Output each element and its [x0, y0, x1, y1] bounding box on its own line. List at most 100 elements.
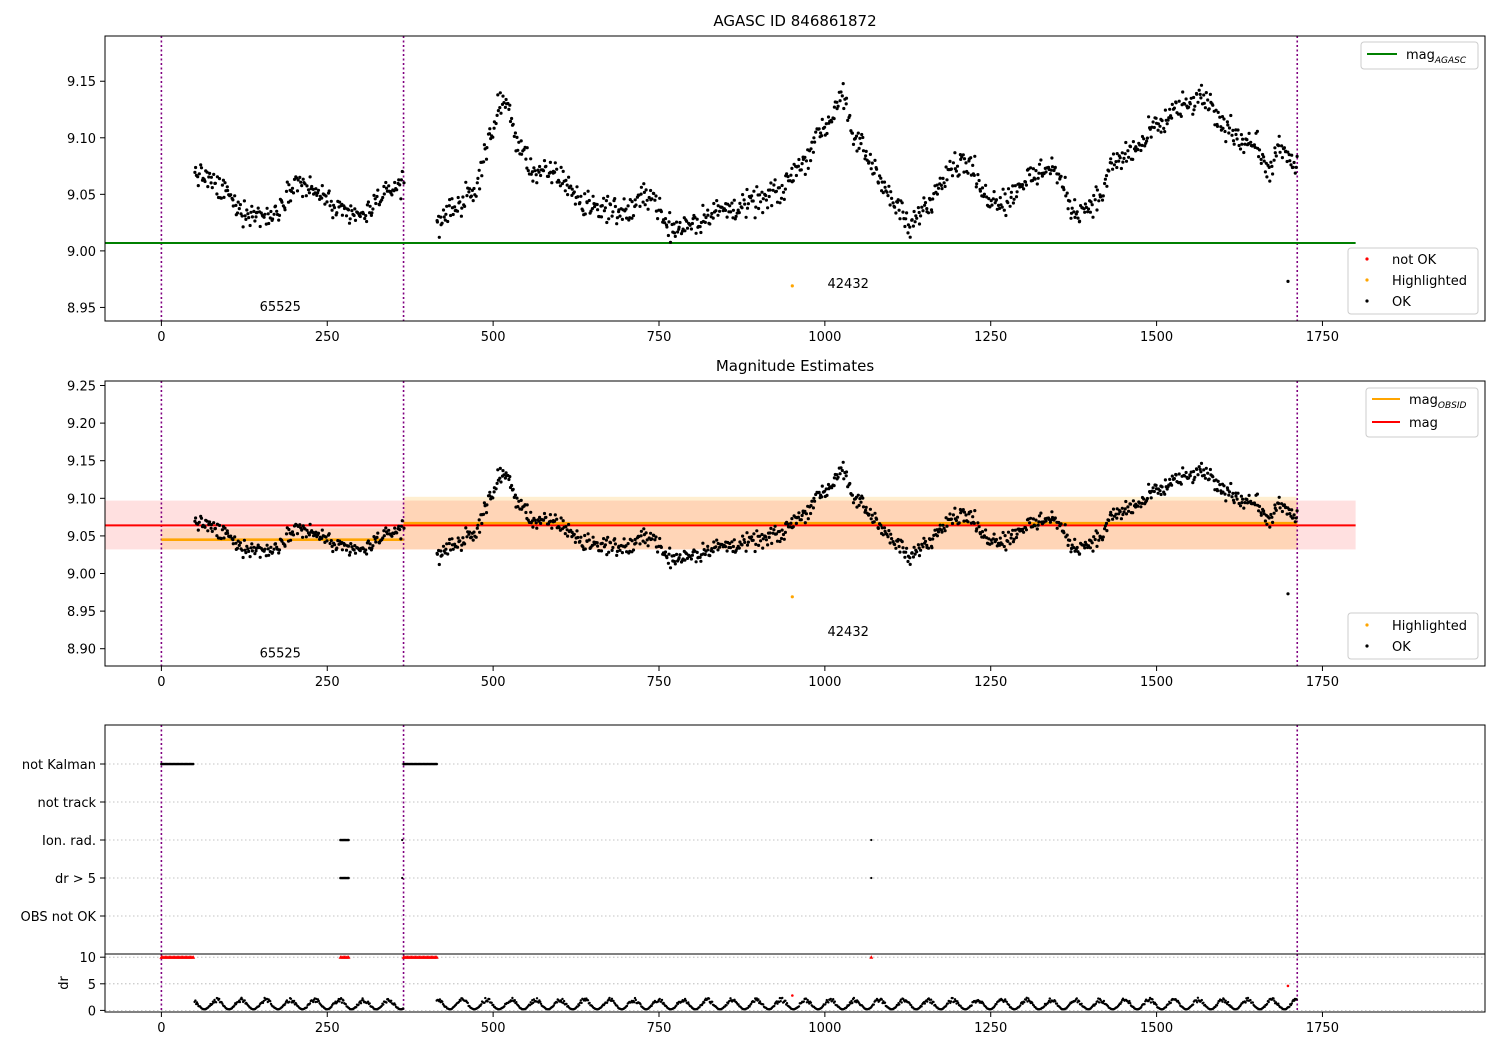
ok-point — [1072, 546, 1076, 550]
ok-point — [534, 173, 538, 177]
dr-point — [802, 1000, 805, 1003]
ok-point — [1202, 93, 1206, 97]
legend-marker — [1365, 644, 1369, 648]
ok-point — [499, 480, 503, 484]
ok-point — [1123, 152, 1127, 156]
ok-point — [910, 551, 914, 555]
ok-point — [402, 526, 406, 530]
ok-point — [943, 184, 947, 189]
ok-point — [1011, 528, 1015, 532]
ok-point — [630, 200, 634, 204]
ok-point — [280, 200, 284, 204]
ok-point — [873, 158, 877, 162]
ok-point — [1282, 146, 1286, 150]
ok-point — [1000, 205, 1004, 209]
ok-point — [513, 131, 518, 135]
ok-point — [301, 535, 305, 539]
ok-point — [1031, 178, 1035, 183]
ok-point — [555, 517, 559, 521]
ok-point — [1006, 201, 1010, 205]
ok-point — [1140, 143, 1144, 147]
ok-point — [376, 188, 380, 192]
ok-point — [210, 186, 214, 190]
ok-point — [764, 538, 769, 542]
ok-point — [533, 169, 537, 173]
dr-point — [883, 1001, 887, 1004]
ok-point — [328, 541, 332, 546]
ok-point — [482, 160, 486, 164]
ok-point — [767, 194, 771, 199]
ok-point — [922, 196, 926, 200]
ok-point — [654, 545, 659, 549]
ok-point — [329, 199, 333, 203]
ok-point — [1255, 129, 1259, 133]
ok-point — [723, 208, 728, 212]
ok-point — [645, 538, 649, 542]
x-tick-label: 1750 — [1306, 1021, 1339, 1036]
ok-point — [1128, 502, 1133, 506]
ok-point — [676, 230, 680, 234]
dr-point — [261, 1001, 265, 1005]
ok-point — [630, 539, 634, 543]
ok-point — [1257, 509, 1261, 513]
x-tick-label: 1250 — [974, 330, 1007, 345]
ok-point — [759, 539, 763, 543]
ok-point — [1163, 130, 1167, 134]
dr-point — [357, 1003, 360, 1006]
ok-point — [917, 554, 922, 558]
ok-point — [399, 197, 403, 201]
ok-point — [226, 188, 230, 193]
ok-point — [1163, 492, 1167, 496]
ok-point — [876, 181, 881, 185]
ok-point — [448, 198, 452, 202]
ok-point — [844, 474, 848, 478]
ok-point — [494, 487, 498, 491]
ok-point — [757, 206, 761, 211]
ok-point — [920, 205, 924, 209]
ok-point — [209, 526, 213, 530]
ok-point — [271, 217, 275, 221]
ok-point — [825, 493, 829, 497]
ok-point — [1166, 118, 1170, 122]
ok-point — [1095, 544, 1099, 549]
ok-point — [301, 194, 305, 199]
ok-point — [857, 146, 861, 150]
ok-point — [764, 198, 769, 202]
ok-point — [1059, 174, 1063, 178]
ok-point — [465, 535, 469, 539]
ok-point — [197, 172, 201, 176]
ok-point — [435, 220, 439, 224]
ok-point — [1230, 133, 1234, 137]
ok-point — [576, 535, 580, 540]
ok-point — [585, 201, 589, 205]
ok-point — [553, 170, 557, 174]
ok-point — [1131, 499, 1135, 503]
ok-point — [205, 170, 209, 174]
ok-point — [716, 548, 720, 552]
ok-point — [889, 190, 893, 194]
dr-point — [194, 999, 197, 1002]
dr-point — [1097, 1001, 1101, 1004]
ok-point — [477, 518, 481, 522]
ok-point — [1285, 512, 1289, 516]
ok-point — [624, 544, 628, 548]
dr-point — [511, 996, 514, 1000]
dr-point — [196, 1003, 199, 1006]
ok-point — [860, 132, 864, 137]
ok-point — [867, 512, 871, 517]
ok-point — [1218, 115, 1222, 119]
ok-point — [1268, 179, 1272, 183]
ok-point — [699, 230, 703, 235]
ok-point — [630, 216, 634, 220]
ok-point — [1192, 108, 1196, 112]
ok-point — [1151, 486, 1155, 490]
ok-point — [284, 532, 289, 536]
ok-point — [819, 131, 823, 135]
dr-point — [711, 1000, 714, 1003]
ok-point — [652, 191, 656, 196]
ok-point — [944, 165, 948, 169]
ok-point — [745, 531, 749, 535]
ok-point — [1097, 538, 1101, 542]
ok-point — [896, 537, 900, 542]
ok-point — [740, 206, 744, 210]
